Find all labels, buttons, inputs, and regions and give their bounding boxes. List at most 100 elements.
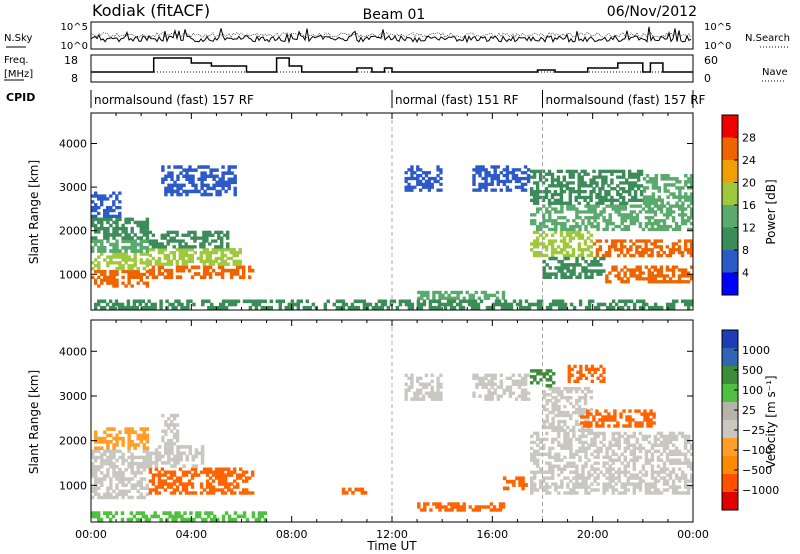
scatter-cell [472, 394, 476, 398]
scatter-cell [154, 485, 159, 489]
scatter-cell [640, 412, 644, 416]
scatter-cell [575, 419, 579, 424]
scatter-cell [235, 251, 239, 255]
scatter-cell [569, 413, 573, 418]
scatter-cell [620, 299, 625, 304]
scatter-cell [672, 299, 676, 304]
scatter-cell [595, 175, 599, 179]
scatter-cell [133, 252, 137, 256]
scatter-cell [653, 482, 658, 486]
scatter-cell [647, 248, 651, 252]
scatter-cell [545, 482, 549, 486]
scatter-cell [551, 437, 555, 442]
scatter-cell [130, 242, 134, 247]
scatter-cell [565, 253, 570, 258]
scatter-cell [462, 505, 466, 509]
scatter-cell [605, 485, 609, 489]
scatter-cell [642, 201, 647, 205]
scatter-cell [436, 388, 440, 392]
scatter-cell [112, 252, 116, 256]
scatter-cell [511, 382, 516, 386]
scatter-cell [118, 249, 122, 253]
scatter-cell [115, 249, 119, 253]
scatter-cell [584, 446, 588, 450]
scatter-cell [145, 217, 150, 222]
scatter-cell [638, 449, 643, 453]
station-title: Kodiak (fitACF) [92, 1, 210, 20]
scatter-cell [590, 367, 594, 372]
scatter-cell [643, 412, 647, 416]
scatter-cell [568, 172, 572, 176]
scatter-cell [683, 207, 688, 211]
scatter-cell [581, 473, 585, 477]
scatter-cell [208, 233, 212, 237]
scatter-cell [221, 186, 225, 191]
scatter-cell [641, 253, 645, 258]
scatter-cell [545, 485, 549, 489]
scatter-cell [154, 451, 159, 456]
scatter-cell [595, 421, 599, 425]
scatter-cell [668, 461, 673, 465]
scatter-cell [94, 226, 98, 231]
scatter-cell [163, 236, 167, 240]
scatter-cell [127, 275, 131, 279]
colorbar-tick-label: 24 [742, 154, 756, 167]
scatter-cell [499, 171, 503, 175]
scatter-cell [560, 390, 564, 394]
scatter-cell [675, 299, 679, 304]
scatter-cell [542, 219, 546, 223]
scatter-cell [545, 399, 549, 403]
scatter-cell [468, 505, 472, 509]
scatter-cell [520, 394, 525, 398]
scatter-cell [205, 473, 210, 477]
scatter-cell [544, 178, 549, 182]
scatter-cell [91, 200, 95, 204]
scatter-cell [484, 182, 488, 186]
scatter-cell [422, 299, 427, 304]
scatter-cell [103, 449, 107, 454]
scatter-cell [242, 275, 246, 280]
scatter-cell [554, 485, 558, 489]
scatter-cell [97, 480, 101, 484]
scatter-cell [509, 479, 513, 484]
scatter-cell [127, 449, 131, 454]
scatter-cell [91, 461, 95, 466]
scatter-cell [430, 185, 434, 189]
scatter-cell [103, 430, 107, 434]
scatter-cell [356, 305, 361, 310]
scatter-cell [607, 192, 611, 197]
scatter-cell [410, 176, 414, 181]
scatter-cell [587, 473, 591, 477]
scatter-cell [423, 508, 427, 512]
scatter-cell [432, 502, 436, 506]
scatter-cell [659, 440, 664, 445]
scatter-cell [620, 222, 624, 226]
scatter-cell [656, 455, 661, 459]
scatter-cell [542, 443, 546, 447]
scatter-cell [118, 261, 122, 265]
freq-label-line1: Freq. [4, 55, 29, 66]
scatter-cell [569, 428, 573, 433]
scatter-cell [118, 226, 122, 231]
scatter-cell [563, 455, 567, 459]
scatter-cell [193, 470, 198, 474]
scatter-cell [100, 471, 104, 475]
scatter-cell [112, 269, 116, 274]
scatter-cell [605, 219, 609, 223]
scatter-cell [245, 476, 249, 480]
scatter-cell [563, 491, 567, 495]
scatter-cell [605, 488, 609, 492]
scatter-cell [100, 281, 104, 285]
scatter-cell [608, 302, 613, 307]
scatter-cell [187, 230, 191, 234]
scatter-cell [115, 242, 119, 247]
scatter-cell [199, 482, 204, 486]
scatter-cell [557, 464, 561, 468]
scatter-cell [665, 437, 670, 442]
scatter-cell [103, 230, 107, 234]
scatter-cell [687, 464, 691, 468]
scatter-cell [223, 248, 227, 252]
scatter-cell [161, 435, 165, 440]
scatter-cell [623, 239, 627, 243]
scatter-cell [209, 192, 213, 197]
